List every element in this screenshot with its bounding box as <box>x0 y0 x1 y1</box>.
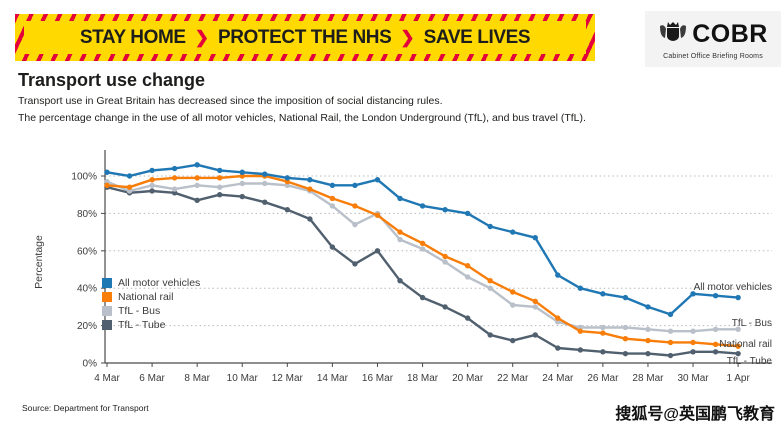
svg-text:12 Mar: 12 Mar <box>272 373 304 384</box>
svg-text:6 Mar: 6 Mar <box>139 373 165 384</box>
chart-subtitle-line1: Transport use in Great Britain has decre… <box>18 95 443 107</box>
stay-home-banner: STAY HOME ❯ PROTECT THE NHS ❯ SAVE LIVES <box>15 14 595 61</box>
chart-subtitle-line2: The percentage change in the use of all … <box>18 112 586 124</box>
line-end-labels: All motor vehicles National rail TfL - Bus… <box>694 282 773 367</box>
legend-swatch-icon <box>102 292 112 302</box>
legend-swatch-icon <box>102 320 112 330</box>
legend-item-tfl-tube: TfL - Tube <box>102 318 200 332</box>
watermark-text: 搜狐号@英国鹏飞教育 <box>615 406 775 423</box>
page-title: Transport use change <box>18 70 206 90</box>
svg-text:16 Mar: 16 Mar <box>362 373 394 384</box>
x-axis-ticks: 4 Mar 6 Mar 8 Mar 10 Mar 12 Mar 14 Mar 16 Mar 1… <box>94 363 750 384</box>
chart-line-tfl-bus <box>104 178 741 334</box>
cobr-logo: COBR Cabinet Office Briefing Rooms <box>645 11 781 67</box>
legend-item-national-rail: National rail <box>102 290 200 304</box>
legend-swatch-icon <box>102 306 112 316</box>
svg-text:40%: 40% <box>77 284 97 295</box>
banner-segment-protect-nhs: PROTECT THE NHS <box>217 26 392 48</box>
legend-label: All motor vehicles <box>118 277 201 289</box>
chevron-right-icon: ❯ <box>400 27 415 47</box>
legend-item-all-motor-vehicles: All motor vehicles <box>102 276 200 290</box>
royal-crest-icon <box>658 18 688 51</box>
cobr-title: COBR <box>692 20 768 48</box>
legend-label: TfL - Bus <box>118 305 161 317</box>
svg-text:TfL - Bus: TfL - Bus <box>732 318 772 329</box>
y-axis-label: Percentage <box>33 235 45 289</box>
legend-label: National rail <box>118 291 174 303</box>
banner-segment-stay-home: STAY HOME <box>79 26 186 48</box>
svg-text:24 Mar: 24 Mar <box>542 373 574 384</box>
svg-text:National rail: National rail <box>719 339 772 350</box>
banner-segment-save-lives: SAVE LIVES <box>423 26 531 48</box>
legend-item-tfl-bus: TfL - Bus <box>102 304 200 318</box>
svg-text:8 Mar: 8 Mar <box>184 373 210 384</box>
svg-text:1 Apr: 1 Apr <box>726 373 750 384</box>
chevron-right-icon: ❯ <box>194 27 209 47</box>
svg-text:4 Mar: 4 Mar <box>94 373 120 384</box>
chart-legend: All motor vehicles National rail TfL - Bus… <box>102 276 200 332</box>
svg-text:18 Mar: 18 Mar <box>407 373 439 384</box>
svg-text:14 Mar: 14 Mar <box>317 373 349 384</box>
svg-text:All motor vehicles: All motor vehicles <box>694 282 772 293</box>
svg-text:26 Mar: 26 Mar <box>587 373 619 384</box>
svg-text:100%: 100% <box>71 172 97 183</box>
svg-text:TfL - Tube: TfL - Tube <box>727 356 773 367</box>
svg-text:0%: 0% <box>83 359 98 370</box>
legend-label: TfL - Tube <box>118 319 166 331</box>
svg-text:28 Mar: 28 Mar <box>632 373 664 384</box>
source-note: Source: Department for Transport <box>22 403 149 413</box>
chart-line-national-rail <box>104 173 741 349</box>
svg-text:22 Mar: 22 Mar <box>497 373 529 384</box>
svg-text:60%: 60% <box>77 246 97 257</box>
svg-text:20 Mar: 20 Mar <box>452 373 484 384</box>
svg-text:10 Mar: 10 Mar <box>227 373 259 384</box>
svg-text:30 Mar: 30 Mar <box>677 373 709 384</box>
chart-line-all-motor-vehicles <box>104 162 741 318</box>
chart-line-tfl-tube <box>104 184 741 359</box>
svg-text:80%: 80% <box>77 209 97 220</box>
legend-swatch-icon <box>102 278 112 288</box>
cobr-subtitle: Cabinet Office Briefing Rooms <box>663 53 763 60</box>
banner-text: STAY HOME ❯ PROTECT THE NHS ❯ SAVE LIVES <box>24 21 586 54</box>
svg-text:20%: 20% <box>77 321 97 332</box>
gridlines <box>105 175 772 327</box>
y-axis-ticks: 0% 20% 40% 60% 80% 100% <box>71 172 105 370</box>
